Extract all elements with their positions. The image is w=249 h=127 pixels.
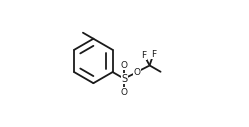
Text: F: F	[142, 51, 147, 60]
Text: F: F	[151, 50, 156, 59]
Text: O: O	[121, 61, 128, 70]
Text: S: S	[121, 74, 127, 84]
Text: O: O	[133, 68, 140, 77]
Text: O: O	[121, 88, 128, 97]
